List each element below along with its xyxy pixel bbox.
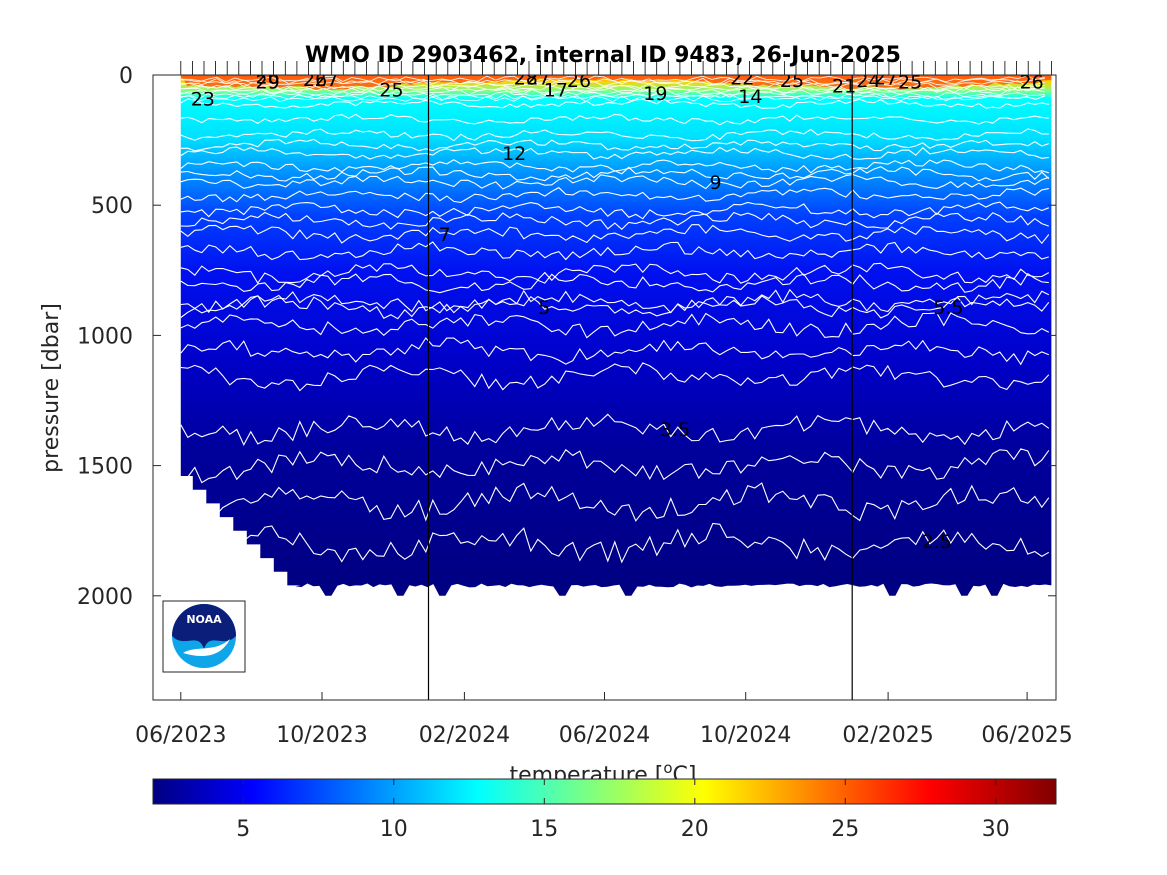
contour-label: 17 — [544, 79, 568, 101]
contour-label: 28 — [514, 68, 538, 90]
isotherm-line — [180, 262, 1050, 285]
isotherm-line — [180, 288, 1050, 314]
surface-isotherm-line — [180, 77, 1045, 85]
contour-label: 27 — [874, 68, 898, 90]
isotherm-line — [180, 201, 1049, 220]
colorbar-tick-label: 15 — [530, 817, 558, 842]
contour-label: 21 — [832, 75, 856, 97]
y-tick-label: 500 — [91, 194, 133, 219]
colorbar-tick-label: 5 — [236, 817, 250, 842]
y-axis-label: pressure [dbar] — [39, 303, 64, 473]
contour-label: 25 — [898, 72, 922, 94]
surface-isotherm-line — [180, 91, 1045, 98]
x-tick-label: 02/2024 — [419, 723, 510, 748]
surface-isotherm-line — [180, 93, 1045, 100]
contour-label: 7 — [439, 224, 451, 246]
chart-title: WMO ID 2903462, internal ID 9483, 26-Jun… — [305, 43, 901, 68]
isotherm-contours — [180, 75, 1050, 564]
isotherm-line — [180, 174, 1049, 190]
colorbar-tick-label: 20 — [681, 817, 709, 842]
isotherm-line — [180, 128, 1049, 142]
isotherm-line — [180, 186, 1049, 203]
contour-label: 23 — [191, 88, 215, 110]
noaa-logo: NOAA — [162, 600, 246, 673]
profile-ticks — [180, 61, 1052, 75]
year-boundary-lines — [427, 75, 853, 700]
contour-label: 26 — [567, 70, 591, 92]
x-tick-label: 02/2025 — [842, 723, 933, 748]
x-tick-label: 06/2023 — [135, 723, 226, 748]
isotherm-line — [180, 362, 1050, 392]
isotherm-line — [180, 98, 1049, 109]
isotherm-line — [180, 413, 1050, 447]
colorbar-tick-label: 10 — [380, 817, 408, 842]
contour-label: 5.5 — [933, 297, 963, 319]
contour-label: 14 — [738, 86, 762, 108]
contour-label: 12 — [502, 143, 526, 165]
isotherm-line — [180, 138, 1049, 152]
y-tick-label: 0 — [119, 64, 133, 89]
y-tick-label: 2000 — [77, 585, 133, 610]
contour-label: 27 — [526, 68, 550, 90]
y-tick-label: 1500 — [77, 455, 133, 480]
colorbar-ticks: 5 10 15 20 25 30 — [236, 779, 1010, 842]
surface-isotherm-line — [180, 80, 1045, 87]
isotherm-line — [180, 272, 1049, 294]
surface-isotherm-line — [180, 82, 1045, 90]
contour-label: 25 — [379, 79, 403, 101]
x-tick-label: 10/2024 — [700, 723, 791, 748]
contour-label: 27 — [315, 69, 339, 91]
x-tick-label: 06/2024 — [559, 723, 650, 748]
isotherm-line — [180, 522, 1050, 564]
x-tick-label: 10/2023 — [276, 723, 367, 748]
isotherm-line — [180, 337, 1050, 366]
surface-isotherm-line — [180, 95, 1045, 103]
colorbar — [152, 778, 1057, 805]
isotherm-line — [180, 224, 1050, 245]
isotherm-line — [180, 448, 1050, 484]
isotherm-line — [180, 241, 1049, 261]
colorbar-tick-label: 30 — [982, 817, 1010, 842]
contour-label: 26 — [1020, 72, 1044, 94]
isotherm-line — [180, 113, 1049, 126]
isotherm-line — [180, 146, 1049, 160]
surface-isotherm-line — [180, 86, 1045, 94]
surface-warm-band — [180, 75, 1052, 90]
colorbar-tick-label: 25 — [831, 817, 859, 842]
isotherm-line — [180, 482, 1050, 522]
y-axis: 0 500 1000 1500 2000 — [77, 64, 1056, 610]
isotherm-line — [180, 211, 1049, 231]
contour-label: 25 — [780, 70, 804, 92]
contour-label: 29 — [256, 72, 280, 94]
contour-label: 24 — [856, 70, 880, 92]
noaa-logo-text: NOAA — [186, 613, 222, 626]
contour-label: 26 — [303, 69, 327, 91]
contour-label: 19 — [643, 83, 667, 105]
contour-label: 2.5 — [922, 531, 952, 553]
isotherm-line — [180, 312, 1050, 339]
contour-label: 3.5 — [660, 419, 690, 441]
contour-label: 9 — [710, 172, 722, 194]
contour-label: 22 — [730, 68, 754, 90]
x-tick-label: 06/2025 — [981, 723, 1072, 748]
contour-label: 5 — [538, 297, 550, 319]
isotherm-line — [180, 166, 1050, 182]
surface-isotherm-line — [180, 88, 1045, 96]
isotherm-line — [180, 294, 1050, 320]
contour-label: 26 — [256, 66, 280, 88]
y-tick-label: 1000 — [77, 324, 133, 349]
surface-isotherm-line — [180, 84, 1045, 92]
x-axis: 06/2023 10/2023 02/2024 06/2024 10/2024 02/20… — [135, 692, 1073, 748]
